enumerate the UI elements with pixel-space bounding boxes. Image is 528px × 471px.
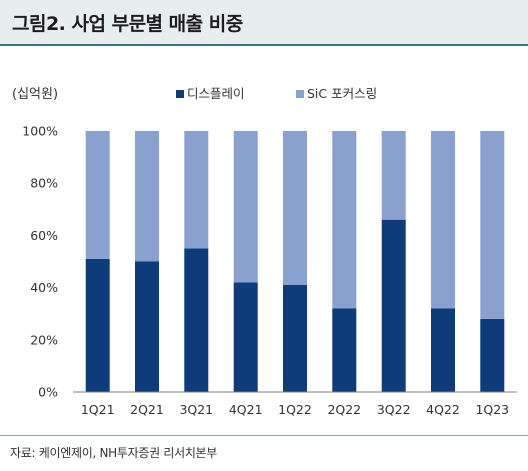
bars <box>85 131 505 392</box>
x-tick-label: 4Q22 <box>426 402 460 417</box>
bar-sic-focus-ring <box>85 131 110 259</box>
unit-label: (십억원) <box>12 87 58 102</box>
x-tick-label: 4Q21 <box>229 402 263 417</box>
bar-sic-focus-ring <box>283 131 307 285</box>
title-bar: 그림2. 사업 부문별 매출 비중 <box>0 0 528 46</box>
y-tick-label: 80% <box>30 176 58 191</box>
bar-sic-focus-ring <box>431 131 455 309</box>
bar-display <box>283 285 307 392</box>
stacked-bar-chart: (십억원) 디스플레이 SiC 포커스링 0%20%40%60%80%100% … <box>12 86 517 417</box>
y-tick-label: 100% <box>22 124 58 139</box>
x-tick-label: 1Q21 <box>81 402 115 417</box>
y-tick-label: 40% <box>30 280 58 295</box>
x-tick-label: 2Q22 <box>327 402 361 417</box>
bar-sic-focus-ring <box>381 131 406 220</box>
bar-sic-focus-ring <box>184 131 209 249</box>
x-axis: 1Q21 2Q21 3Q21 4Q21 1Q22 2Q22 3Q22 4Q22 1Q23 <box>81 402 509 417</box>
bar-display <box>135 261 159 392</box>
bar-display <box>85 258 110 392</box>
bar-display <box>381 219 406 392</box>
bar-display <box>480 318 505 392</box>
bar-display <box>332 308 357 392</box>
bar-sic-focus-ring <box>332 131 357 309</box>
x-tick-label: 3Q22 <box>377 402 411 417</box>
x-tick-label: 2Q21 <box>130 402 164 417</box>
figure-title: 그림2. 사업 부문별 매출 비중 <box>12 13 243 35</box>
x-tick-label: 3Q21 <box>179 402 213 417</box>
y-tick-label: 60% <box>30 228 58 243</box>
y-tick-label: 0% <box>38 385 58 400</box>
bar-display <box>184 248 209 392</box>
y-axis: 0% 20% 40% 60% 80% 100% <box>22 124 58 400</box>
source-note: 자료: 케이엔제이, NH투자증권 리서치본부 <box>10 446 218 460</box>
bar-sic-focus-ring <box>233 131 258 283</box>
bar-display <box>431 308 455 392</box>
legend-swatch-display <box>176 90 184 98</box>
bar-sic-focus-ring <box>480 131 505 319</box>
y-tick-label: 20% <box>30 332 58 347</box>
footer-divider <box>0 435 528 436</box>
x-tick-label: 1Q22 <box>278 402 312 417</box>
legend-label-display: 디스플레이 <box>187 86 245 101</box>
bar-display <box>233 282 258 392</box>
x-tick-label: 1Q23 <box>475 402 509 417</box>
legend-label-sic: SiC 포커스링 <box>307 86 377 101</box>
bar-sic-focus-ring <box>135 131 159 262</box>
legend-swatch-sic <box>296 90 304 98</box>
